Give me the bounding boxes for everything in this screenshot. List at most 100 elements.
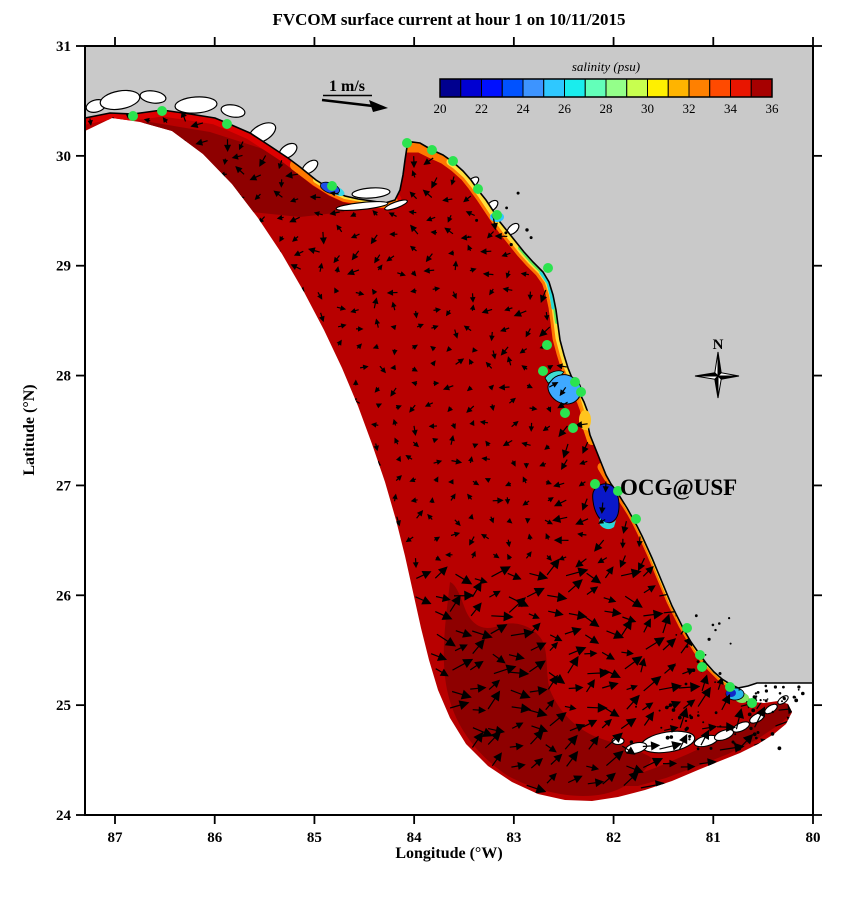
current-vector [584, 634, 600, 644]
current-vector [621, 649, 634, 657]
current-vector [468, 513, 474, 520]
current-vector [602, 772, 616, 785]
current-vector [370, 234, 378, 245]
current-vector [620, 717, 637, 730]
current-vector [491, 752, 502, 767]
current-vector [577, 531, 587, 538]
current-vector [643, 585, 656, 594]
current-vector [329, 209, 340, 216]
station-dot [157, 106, 167, 116]
current-vector [238, 141, 244, 151]
current-vector [433, 459, 443, 465]
current-vector [235, 166, 245, 175]
current-vector [588, 735, 599, 750]
current-vector [318, 262, 324, 272]
current-vector [553, 499, 567, 507]
current-vector [697, 686, 711, 707]
keys-speckle [754, 736, 758, 740]
current-vector [428, 423, 437, 429]
current-vector [290, 264, 301, 270]
colorbar-cell [605, 78, 628, 98]
colorbar-cell [688, 78, 711, 98]
current-vector [700, 729, 710, 746]
current-vector [620, 538, 626, 549]
current-vector [507, 572, 522, 580]
current-vector [386, 289, 398, 296]
current-vector [278, 179, 285, 188]
current-vector [527, 533, 533, 541]
current-vector [451, 689, 472, 700]
current-vector [411, 344, 418, 350]
current-vector [547, 592, 568, 602]
current-vector [559, 386, 567, 397]
current-vector [435, 610, 453, 620]
current-vector [336, 339, 342, 346]
current-vector [529, 660, 546, 673]
current-vector [494, 232, 508, 240]
current-vector [509, 397, 516, 404]
current-vector [435, 555, 442, 561]
current-vector [565, 567, 589, 577]
current-vector [336, 224, 343, 233]
florida-bay-speckle [781, 700, 783, 703]
current-vector [486, 231, 495, 239]
florida-bay-speckle [794, 698, 799, 703]
current-vector [319, 231, 327, 245]
dark-patch-south [443, 582, 652, 796]
station-dot [473, 184, 483, 194]
current-vector [474, 576, 488, 584]
station-dot [570, 377, 580, 387]
florida-bay-speckle [778, 692, 782, 695]
current-vector [222, 158, 229, 166]
current-vector [448, 479, 454, 485]
current-vector [594, 539, 605, 552]
colorbar-cell [543, 78, 565, 98]
current-vector [451, 291, 457, 300]
current-vector [471, 581, 482, 598]
current-vector [410, 497, 418, 503]
current-vector [658, 682, 682, 693]
florida-bay-speckle [764, 684, 768, 688]
current-vector [587, 668, 610, 678]
current-vector [180, 110, 187, 122]
current-vector [544, 444, 551, 450]
current-vector [664, 700, 682, 710]
current-vector [664, 724, 679, 733]
current-vector [397, 271, 406, 277]
current-vector [556, 363, 567, 370]
current-vector [388, 212, 397, 218]
current-vector [416, 570, 432, 580]
bigbend-marsh-speckle [505, 206, 508, 210]
colorbar-tick-label: 26 [558, 101, 572, 116]
current-vector [449, 434, 455, 445]
current-vector [231, 153, 243, 160]
current-vector [721, 693, 731, 711]
current-vector [273, 190, 283, 198]
current-vector [374, 318, 381, 328]
keys-speckle [677, 715, 682, 720]
current-vector [505, 539, 512, 548]
island [384, 199, 408, 211]
coastline [84, 109, 813, 689]
station-dot [631, 514, 641, 524]
current-vector [754, 706, 765, 728]
current-vector [557, 401, 568, 409]
colorbar-cell [501, 78, 524, 98]
current-vector [429, 497, 435, 503]
current-vector [371, 288, 378, 295]
current-vector [450, 531, 461, 538]
ocg-usf-watermark: OCG@USF [620, 475, 737, 501]
current-vector [431, 177, 438, 189]
current-vector [409, 477, 417, 483]
current-vector [374, 254, 381, 264]
current-vector [487, 690, 501, 710]
current-vector [508, 597, 526, 613]
current-vector [415, 596, 432, 605]
colorbar-cell [460, 78, 482, 98]
keys-speckle [697, 714, 700, 717]
current-vector [259, 155, 267, 167]
current-vector [493, 664, 517, 675]
current-vector [489, 516, 495, 524]
current-vector [472, 443, 479, 449]
current-vector [467, 244, 473, 252]
